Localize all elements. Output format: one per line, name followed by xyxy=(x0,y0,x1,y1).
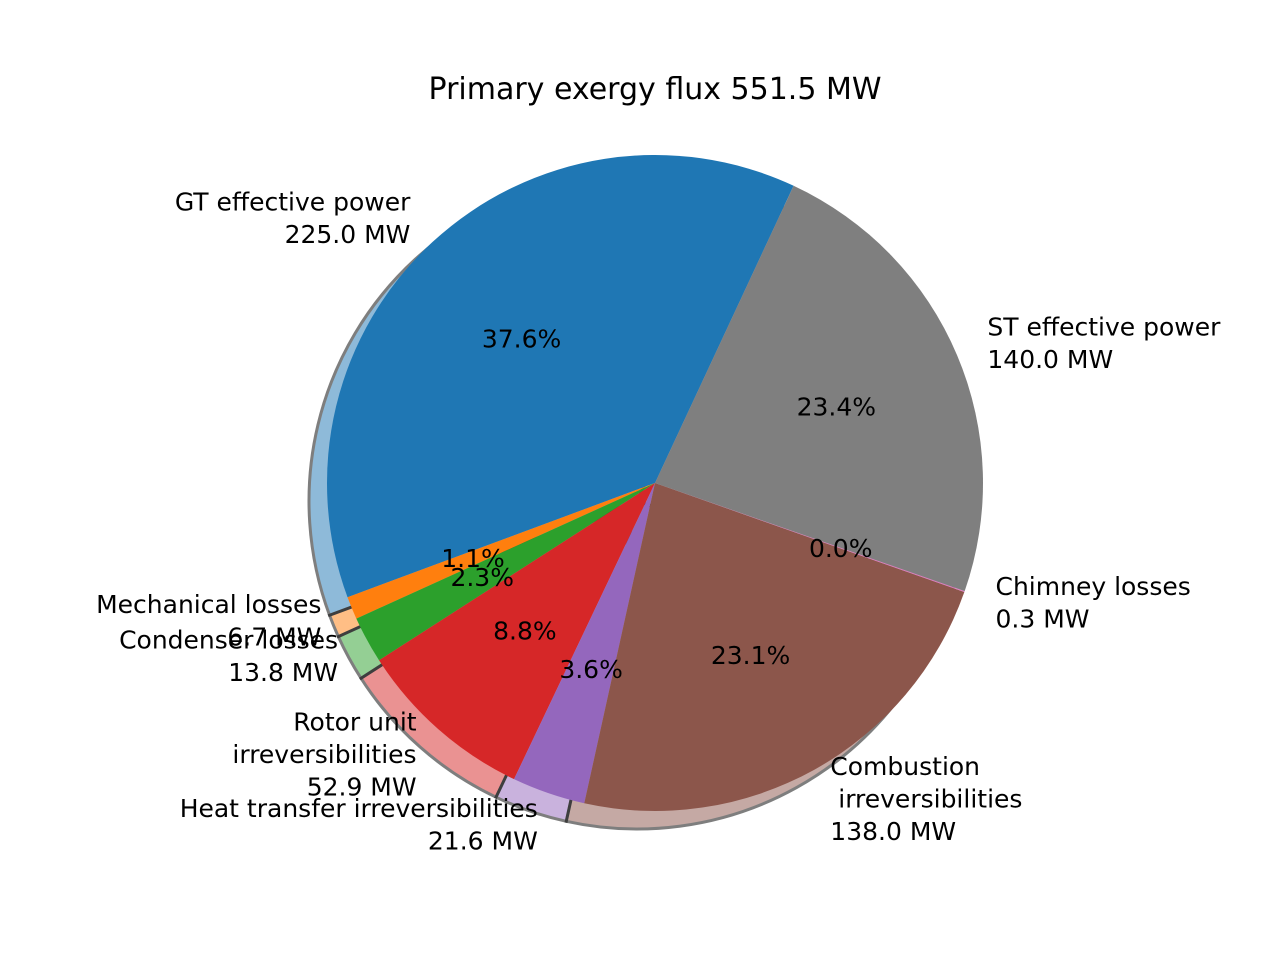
slice-label-st-effective-power: ST effective power 140.0 MW xyxy=(987,313,1221,375)
slice-st-effective-power xyxy=(655,185,983,592)
slice-label-rotor-unit-irreversibilities: Rotor unit irreversibilities 52.9 MW xyxy=(232,707,416,801)
slice-rotor-unit-irreversibilities xyxy=(379,483,655,780)
slice-label-mechanical-losses: Mechanical losses 6.7 MW xyxy=(96,590,321,652)
slice-label-combustion-irreversibilities: Combustion irreversibilities 138.0 MW xyxy=(830,752,1022,846)
pct-label-mechanical-losses: 1.1% xyxy=(441,544,505,573)
pct-label-chimney-losses: 0.0% xyxy=(809,534,873,563)
pie-slice-labels: GT effective power 225.0 MW Mechanical los… xyxy=(96,188,1221,856)
slice-label-heat-transfer-irreversibilities: Heat transfer irreversibilities 21.6 MW xyxy=(180,794,538,856)
slice-heat-transfer-irreversibilities xyxy=(514,483,655,804)
slice-mechanical-losses xyxy=(347,483,655,619)
pct-label-st-effective-power: 23.4% xyxy=(797,393,876,422)
slice-label-chimney-losses: Chimney losses 0.3 MW xyxy=(996,572,1191,634)
pct-label-gt-effective-power: 37.6% xyxy=(482,324,561,353)
slice-gt-effective-power xyxy=(327,154,794,598)
pct-label-heat-transfer-irreversibilities: 3.6% xyxy=(559,655,623,684)
slice-chimney-losses xyxy=(655,483,965,593)
pie-percent-labels: 37.6% 1.1%2.3% 8.8%3.6% 23.1% 0.0% 23.4% xyxy=(441,324,876,684)
slice-condenser-losses xyxy=(356,483,655,661)
pie-slices xyxy=(327,154,983,811)
slice-combustion-irreversibilities xyxy=(584,483,965,811)
pct-label-rotor-unit-irreversibilities: 8.8% xyxy=(493,617,557,646)
pct-label-combustion-irreversibilities: 23.1% xyxy=(711,641,790,670)
chart-title: Primary exergy flux 551.5 MW xyxy=(429,72,882,107)
slice-label-gt-effective-power: GT effective power 225.0 MW xyxy=(175,188,411,250)
pct-label-condenser-losses: 2.3% xyxy=(450,563,514,592)
slice-label-condenser-losses: Condenser losses 13.8 MW xyxy=(119,625,338,687)
